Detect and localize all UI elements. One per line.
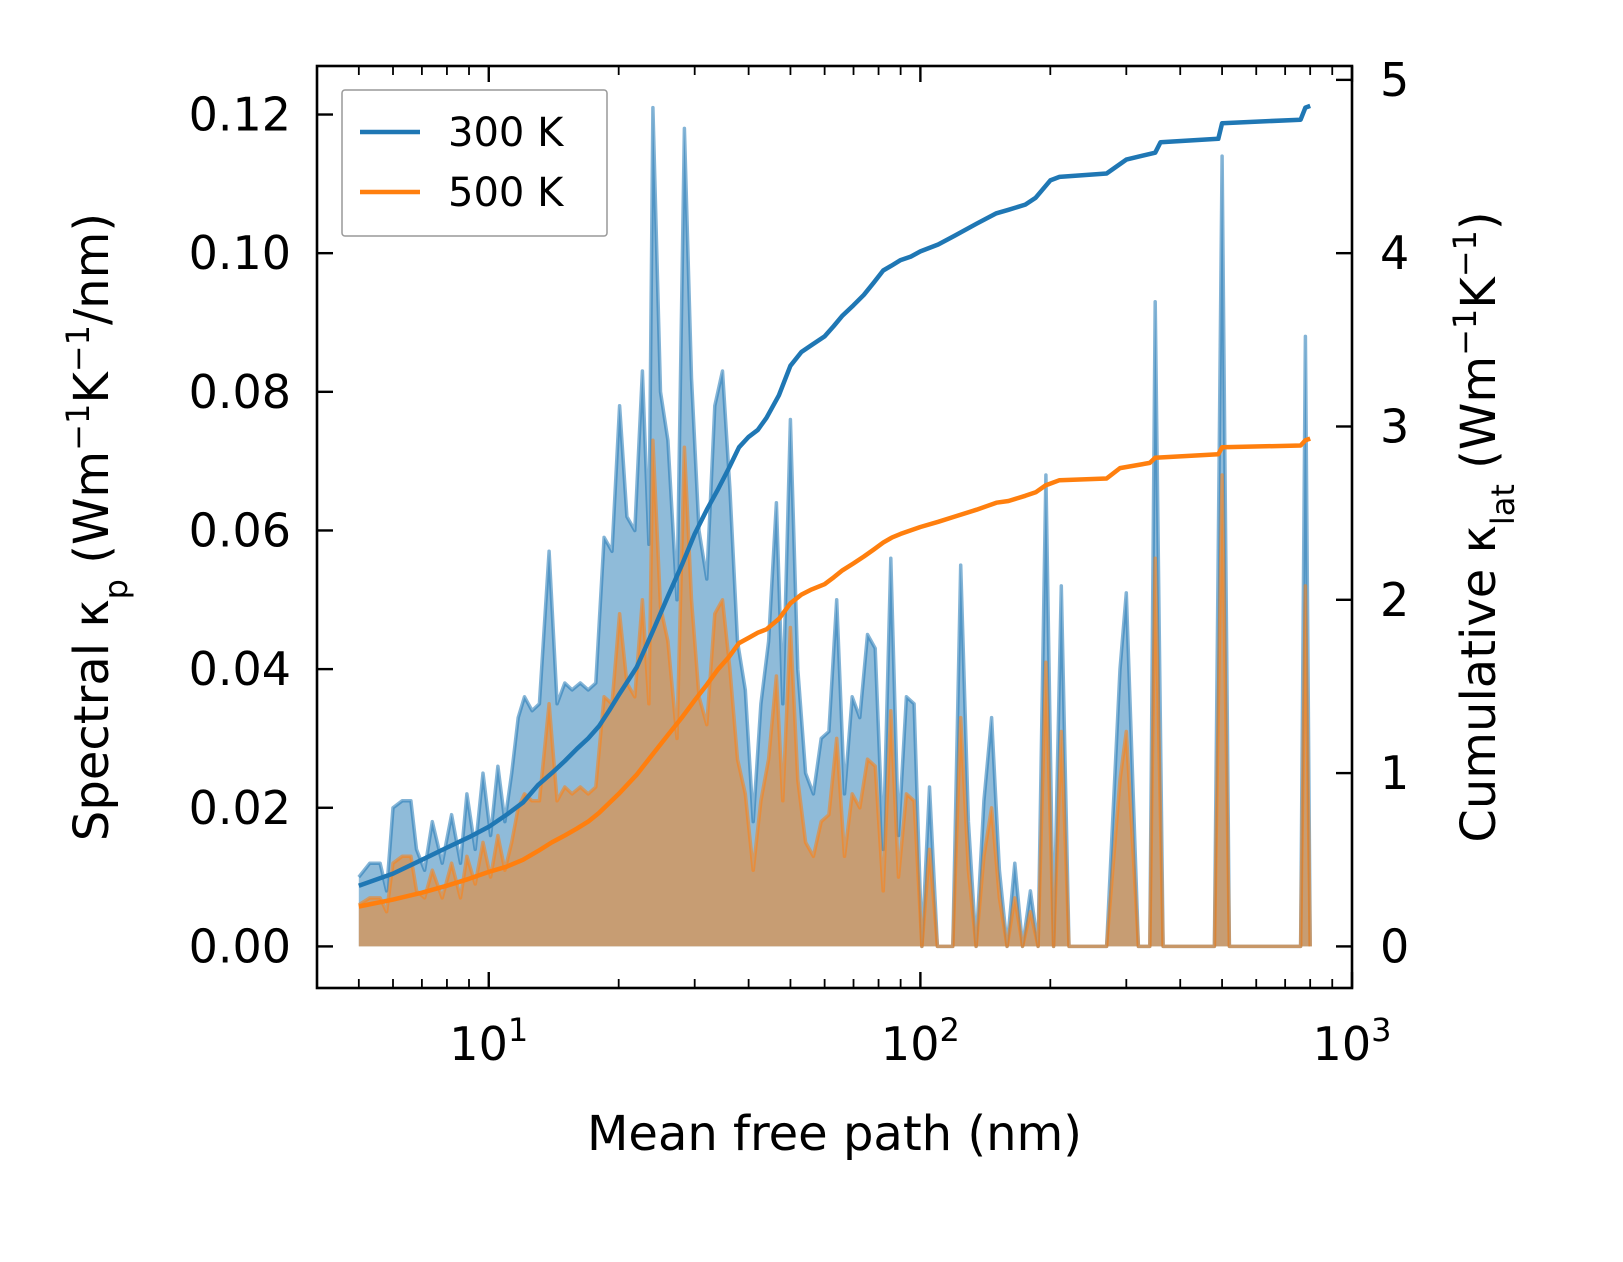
y-right-tick-label: 2 bbox=[1380, 573, 1409, 627]
y-left-axis-label: Spectral κp (Wm−1K−1/nm) bbox=[59, 213, 135, 841]
x-tick-label: 101 bbox=[449, 1011, 528, 1071]
legend-label-300k: 300 K bbox=[448, 110, 565, 156]
y-right-tick-label: 0 bbox=[1380, 919, 1409, 973]
spectral-area-300k bbox=[358, 107, 1311, 947]
y-right-tick-label: 5 bbox=[1380, 53, 1409, 107]
y-right-tick-label: 4 bbox=[1380, 226, 1409, 280]
legend-label-500k: 500 K bbox=[448, 170, 565, 216]
y-left-tick-label: 0.00 bbox=[189, 919, 291, 973]
ticks-layer: 0.00 0.02 0.04 0.06 0.08 0.10 0.12 0 1 2 3 4 5 101 102… bbox=[189, 53, 1410, 1071]
x-tick-label: 102 bbox=[881, 1011, 960, 1071]
spectral-line-500k bbox=[357, 438, 1312, 949]
legend: 300 K 500 K bbox=[341, 89, 608, 237]
x-axis-label: Mean free path (nm) bbox=[587, 1106, 1082, 1162]
y-left-tick-label: 0.04 bbox=[189, 642, 291, 696]
plot-frame bbox=[315, 64, 1354, 990]
y-left-tick-label: 0.10 bbox=[189, 226, 291, 280]
spectral-area-500k bbox=[358, 440, 1311, 947]
legend-box bbox=[341, 89, 608, 237]
y-right-tick-label: 3 bbox=[1380, 399, 1409, 453]
y-left-tick-label: 0.08 bbox=[189, 365, 291, 419]
y-left-tick-label: 0.02 bbox=[189, 781, 291, 835]
y-right-axis-label: Cumulative κlat (Wm−1K−1) bbox=[1446, 211, 1522, 842]
cumulative-line-500k bbox=[358, 436, 1311, 909]
y-right-tick-label: 1 bbox=[1380, 746, 1409, 800]
x-tick-label: 103 bbox=[1313, 1011, 1392, 1071]
cumulative-line-300k bbox=[358, 103, 1311, 888]
series-layer bbox=[357, 103, 1312, 949]
y-left-tick-label: 0.12 bbox=[189, 88, 291, 142]
y-left-tick-label: 0.06 bbox=[189, 503, 291, 557]
